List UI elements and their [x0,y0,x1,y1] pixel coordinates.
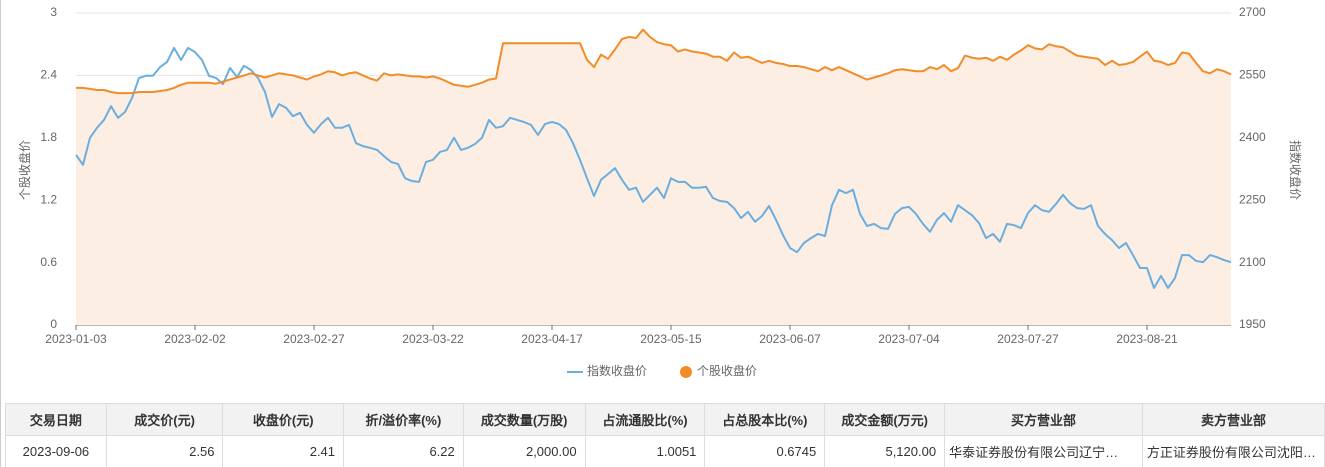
legend-label: 个股收盘价 [697,363,757,378]
data-row: 2023-09-06 2.56 2.41 6.22 2,000.00 1.0051 0.67… [5,435,1325,467]
series-line [75,46,1232,289]
column-header: 成交数量(万股) [462,403,586,436]
y-tick-label: 1.2 [40,192,57,206]
column-header: 成交金额(万元) [824,403,946,436]
series-area [76,29,1231,325]
y-tick-label: 3 [50,5,57,19]
column-header: 买方营业部 [944,403,1143,436]
x-tick-label: 2023-02-02 [164,332,226,346]
y2-tick-label: 1950 [1239,317,1266,331]
header-row: 交易日期 成交价(元) 收盘价(元) 折/溢价率(%) 成交数量(万股) 占流通股比(%)… [5,403,1325,436]
column-header: 成交价(元) [105,403,224,436]
y2-tick-label: 2400 [1239,130,1266,144]
cell: 2.56 [105,435,224,467]
y-tick-label: 2.4 [40,68,57,82]
legend-symbol [680,366,692,378]
column-header: 折/溢价率(%) [343,403,464,436]
column-header: 占流通股比(%) [584,403,706,436]
column-header: 交易日期 [5,403,107,436]
block-trade-table: 交易日期 成交价(元) 收盘价(元) 折/溢价率(%) 成交数量(万股) 占流通股比(%)… [5,403,1325,467]
x-tick-label: 2023-03-22 [402,332,464,346]
x-tick-label: 2023-05-15 [640,332,702,346]
x-tick-label: 2023-01-03 [45,332,107,346]
legend-item: 个股收盘价 [680,363,757,378]
column-header: 占总股本比(%) [704,403,826,436]
cell: 方正证券股份有限公司沈阳… [1141,435,1325,467]
chart: 个股收盘价 指数收盘价 0 0.6 1.2 1.8 2.4 3 1950 2100 2250 24… [17,5,1303,378]
y2-tick-label: 2100 [1239,255,1266,269]
y-axis-title: 个股收盘价 [17,140,32,200]
y2-tick-label: 2250 [1239,192,1266,206]
x-tick-label: 2023-07-04 [878,332,940,346]
x-tick-label: 2023-08-21 [1116,332,1178,346]
cell: 6.22 [343,435,464,467]
column-header: 收盘价(元) [222,403,345,436]
x-tick-label: 2023-02-27 [283,332,345,346]
y-tick-label: 0 [50,317,57,331]
series-line [76,28,1232,95]
cell: 2.41 [222,435,345,467]
cell: 1.0051 [584,435,706,467]
cell: 5,120.00 [824,435,946,467]
y2-tick-label: 2700 [1239,5,1266,19]
cell: 华泰证券股份有限公司辽宁… [944,435,1143,467]
y-tick-label: 0.6 [40,255,57,269]
legend-label: 指数收盘价 [587,363,647,378]
cell: 0.6745 [704,435,826,467]
x-tick-label: 2023-04-17 [521,332,583,346]
legend-item: 指数收盘价 [567,363,647,378]
x-tick-label: 2023-07-27 [997,332,1059,346]
column-header: 卖方营业部 [1141,403,1325,436]
y2-tick-label: 2550 [1239,68,1266,82]
y-tick-label: 1.8 [40,130,57,144]
x-tick-label: 2023-06-07 [759,332,821,346]
cell: 2023-09-06 [5,435,107,467]
y2-axis-title: 指数收盘价 [1288,140,1303,200]
cell: 2,000.00 [462,435,586,467]
